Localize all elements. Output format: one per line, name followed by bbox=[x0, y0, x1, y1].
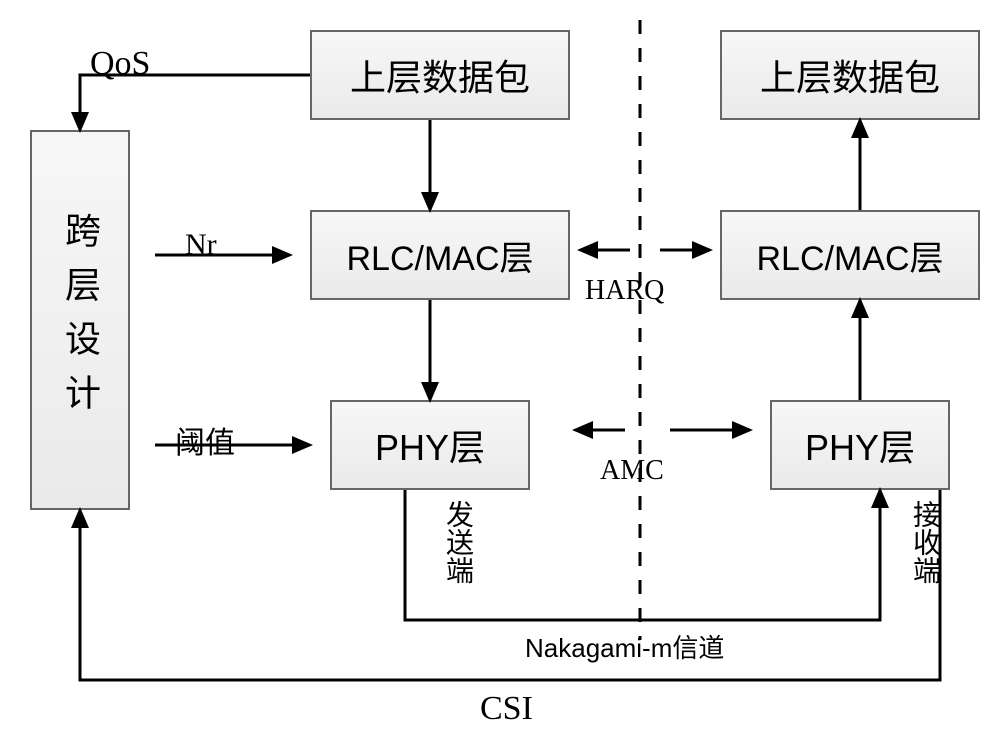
threshold-label: 阈值 bbox=[175, 418, 235, 462]
tx-phy-label: PHY层 bbox=[375, 419, 485, 471]
rx-upper-packet-label: 上层数据包 bbox=[760, 49, 940, 101]
tx-phy-box: PHY层 bbox=[330, 400, 530, 490]
tx-upper-packet-label: 上层数据包 bbox=[350, 49, 530, 101]
nr-label: Nr bbox=[185, 228, 217, 262]
rx-upper-packet-box: 上层数据包 bbox=[720, 30, 980, 120]
csi-label: CSI bbox=[480, 690, 533, 728]
qos-to-crosslayer bbox=[80, 75, 310, 130]
rx-phy-label: PHY层 bbox=[805, 419, 915, 471]
rx-rlcmac-label: RLC/MAC层 bbox=[756, 231, 943, 280]
tx-rlcmac-box: RLC/MAC层 bbox=[310, 210, 570, 300]
harq-label: HARQ bbox=[585, 275, 664, 307]
cross-layer-design-label: 跨层设计 bbox=[54, 212, 106, 428]
csi-feedback bbox=[80, 490, 940, 680]
rx-side-label: 接收端 bbox=[905, 500, 945, 584]
amc-label: AMC bbox=[600, 455, 664, 487]
tx-rlcmac-label: RLC/MAC层 bbox=[346, 231, 533, 280]
rx-phy-box: PHY层 bbox=[770, 400, 950, 490]
cross-layer-design-box: 跨层设计 bbox=[30, 130, 130, 510]
tx-upper-packet-box: 上层数据包 bbox=[310, 30, 570, 120]
channel-label: Nakagami-m信道 bbox=[525, 628, 724, 665]
rx-rlcmac-box: RLC/MAC层 bbox=[720, 210, 980, 300]
tx-side-label: 发送端 bbox=[438, 500, 478, 584]
qos-label: QoS bbox=[90, 45, 150, 83]
